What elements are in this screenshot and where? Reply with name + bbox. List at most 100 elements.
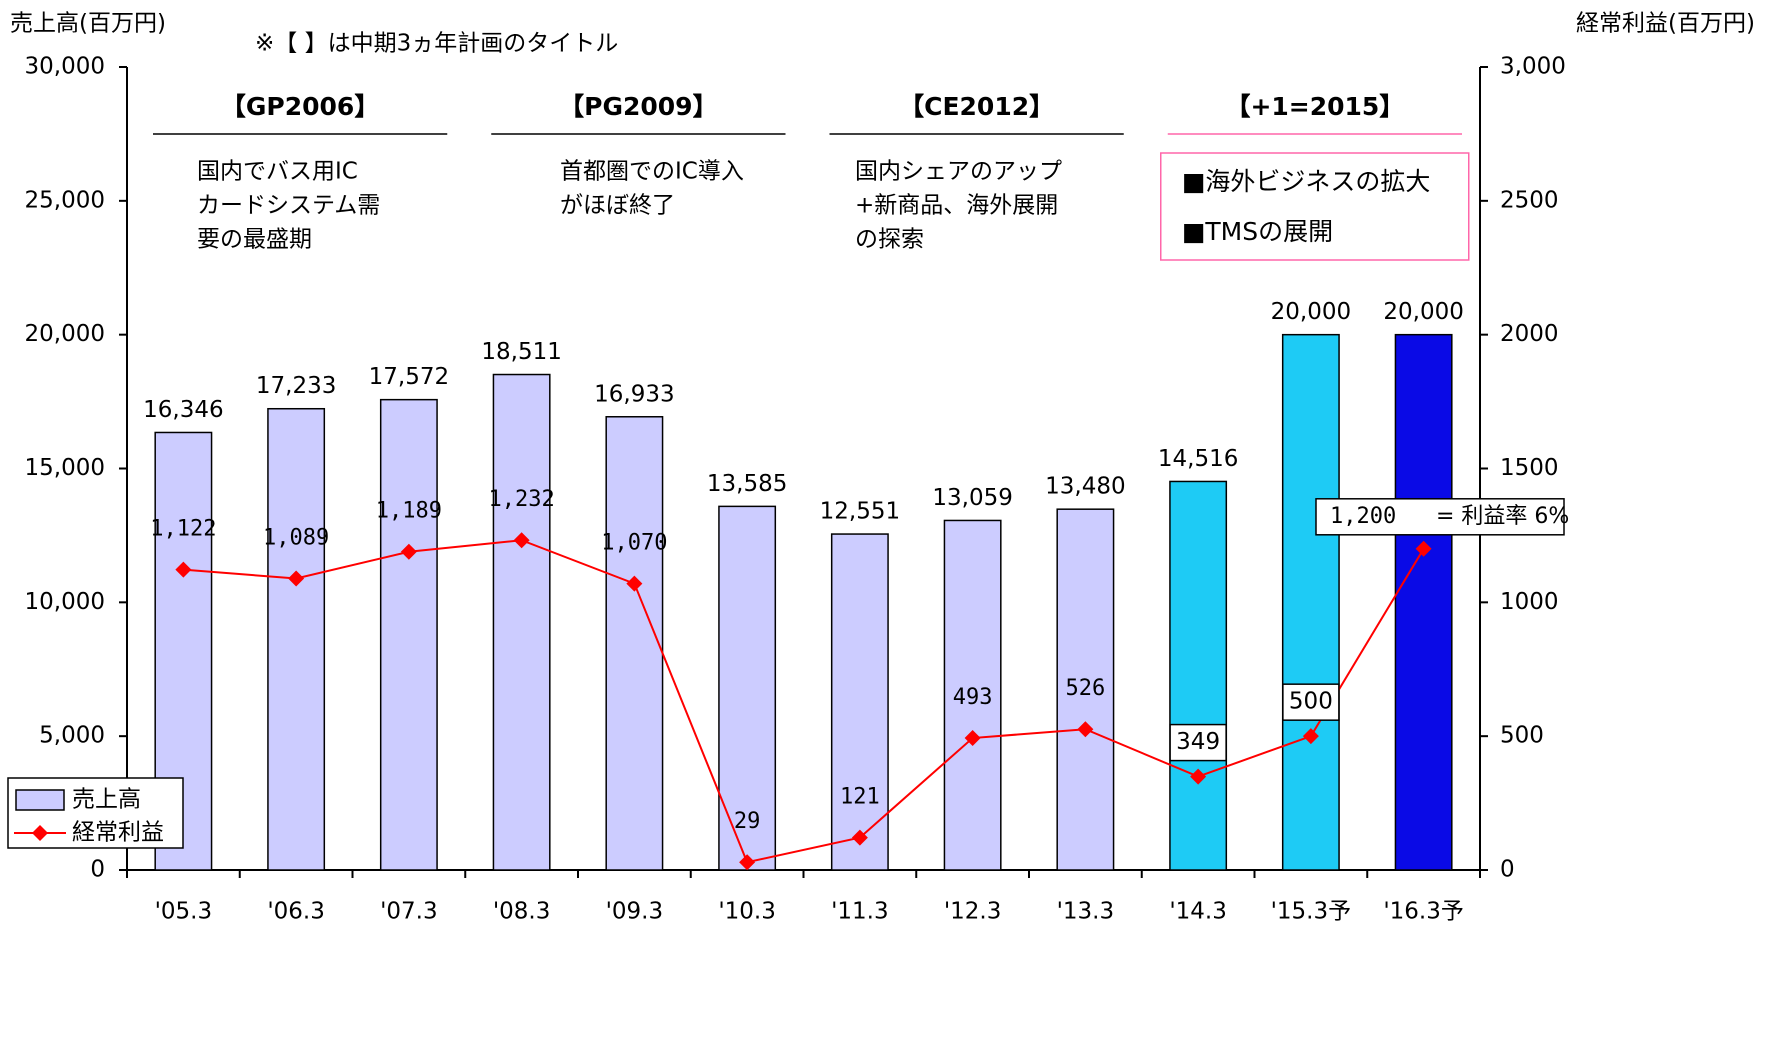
bar bbox=[1169, 480, 1228, 871]
y-axis-label: 売上高(百万円) bbox=[10, 11, 166, 37]
plan-title: 【+1=2015】 bbox=[1225, 92, 1404, 121]
x-tick-label: '06.3 bbox=[267, 899, 325, 925]
x-tick-label: '14.3 bbox=[1169, 899, 1227, 925]
line-marker bbox=[400, 543, 417, 560]
bar-value-label: 14,516 bbox=[1158, 446, 1238, 472]
line-value-label: 349 bbox=[1176, 729, 1220, 755]
x-tick-label: '10.3 bbox=[718, 899, 776, 925]
y-tick-label: 30,000 bbox=[25, 54, 105, 80]
plan-text: +新商品、海外展開 bbox=[855, 193, 1058, 219]
plan-title: 【GP2006】 bbox=[221, 92, 379, 121]
y-tick-label: 5,000 bbox=[39, 723, 105, 749]
x-tick-label: '16.3予 bbox=[1383, 899, 1464, 925]
subtitle: ※【 】は中期3ヵ年計画のタイトル bbox=[255, 31, 618, 57]
plan-title: 【CE2012】 bbox=[899, 92, 1054, 121]
bar-value-label: 18,511 bbox=[481, 339, 561, 365]
bar-value-label: 16,346 bbox=[143, 397, 223, 423]
x-tick-label: '15.3予 bbox=[1271, 899, 1352, 925]
bar-value-label: 12,551 bbox=[820, 499, 900, 525]
line-marker bbox=[964, 730, 981, 747]
y-tick-label: 0 bbox=[90, 857, 105, 883]
y-tick-label: 20,000 bbox=[25, 321, 105, 347]
plan-text: がほぼ終了 bbox=[560, 193, 675, 219]
line-marker bbox=[513, 532, 530, 549]
bar bbox=[492, 373, 551, 871]
bar-value-label: 20,000 bbox=[1383, 299, 1463, 325]
legend-marker bbox=[32, 825, 48, 841]
legend-label: 売上高 bbox=[72, 787, 141, 813]
bar-value-label: 13,585 bbox=[707, 471, 787, 497]
line-value-label: 1,200 bbox=[1330, 504, 1396, 529]
line-value-label: 526 bbox=[1066, 676, 1106, 701]
line-marker bbox=[851, 829, 868, 846]
plan-text: の探索 bbox=[855, 227, 924, 253]
x-tick-label: '12.3 bbox=[944, 899, 1002, 925]
bar bbox=[1281, 333, 1340, 871]
bar bbox=[718, 505, 777, 871]
plan-text: ■TMSの展開 bbox=[1182, 217, 1333, 246]
label-box bbox=[1169, 723, 1227, 762]
bar-value-label: 13,059 bbox=[932, 485, 1012, 511]
line-marker bbox=[1190, 768, 1207, 785]
bar bbox=[379, 398, 438, 871]
x-tick-label: '05.3 bbox=[155, 899, 213, 925]
x-tick-label: '11.3 bbox=[831, 899, 889, 925]
line-marker bbox=[175, 561, 192, 578]
line-value-label: 493 bbox=[953, 685, 993, 710]
y2-axis-label: 経常利益(百万円) bbox=[1576, 11, 1755, 37]
bar-value-label: 20,000 bbox=[1271, 299, 1351, 325]
plan-text: 要の最盛期 bbox=[197, 227, 312, 253]
line-value-label: 121 bbox=[840, 785, 880, 810]
y-tick-label: 15,000 bbox=[25, 455, 105, 481]
line-value-label: 1,122 bbox=[150, 517, 216, 542]
line-value-label: 1,070 bbox=[601, 531, 667, 556]
plan-box bbox=[1160, 152, 1470, 261]
plan-text: ■海外ビジネスの拡大 bbox=[1182, 167, 1431, 196]
line-value-label: 1,232 bbox=[489, 487, 555, 512]
bar-value-label: 16,933 bbox=[594, 381, 674, 407]
line-marker bbox=[626, 575, 643, 592]
line-marker bbox=[739, 854, 756, 871]
line-value-label: 1,189 bbox=[376, 499, 442, 524]
y2-tick-label: 0 bbox=[1500, 857, 1515, 883]
plan-text: 首都圏でのIC導入 bbox=[560, 159, 744, 185]
x-tick-label: '13.3 bbox=[1057, 899, 1115, 925]
y-tick-label: 10,000 bbox=[25, 589, 105, 615]
bar bbox=[1056, 508, 1115, 871]
bar bbox=[943, 519, 1002, 871]
plan-text: 国内シェアのアップ bbox=[855, 159, 1062, 185]
y2-tick-label: 3,000 bbox=[1500, 54, 1566, 80]
y2-tick-label: 2500 bbox=[1500, 187, 1559, 213]
bar bbox=[605, 416, 664, 871]
bar bbox=[1394, 333, 1453, 871]
y2-tick-label: 500 bbox=[1500, 723, 1544, 749]
plan-text: カードシステム需 bbox=[197, 193, 380, 219]
line-marker bbox=[1302, 728, 1319, 745]
y2-tick-label: 2000 bbox=[1500, 321, 1559, 347]
line-marker bbox=[1077, 721, 1094, 738]
legend-swatch bbox=[15, 789, 65, 811]
bar-value-label: 17,572 bbox=[369, 364, 449, 390]
x-tick-label: '08.3 bbox=[493, 899, 551, 925]
bar-value-label: 17,233 bbox=[256, 373, 336, 399]
line-value-label: 500 bbox=[1289, 689, 1333, 715]
x-tick-label: '07.3 bbox=[380, 899, 438, 925]
y2-tick-label: 1000 bbox=[1500, 589, 1559, 615]
annotation: = 利益率 6% bbox=[1436, 504, 1569, 529]
line-marker bbox=[288, 570, 305, 587]
y2-tick-label: 1500 bbox=[1500, 455, 1559, 481]
bar bbox=[267, 407, 326, 871]
bar bbox=[830, 533, 889, 871]
label-box bbox=[1315, 498, 1565, 536]
line-marker bbox=[1415, 540, 1432, 557]
x-tick-label: '09.3 bbox=[606, 899, 664, 925]
line-value-label: 1,089 bbox=[263, 526, 329, 551]
plan-title: 【PG2009】 bbox=[559, 92, 717, 121]
line-value-label: 29 bbox=[734, 809, 761, 834]
line bbox=[183, 539, 1425, 864]
y-tick-label: 25,000 bbox=[25, 187, 105, 213]
legend-label: 経常利益 bbox=[72, 820, 164, 846]
plan-text: 国内でバス用IC bbox=[197, 159, 358, 185]
bar-value-label: 13,480 bbox=[1045, 474, 1125, 500]
